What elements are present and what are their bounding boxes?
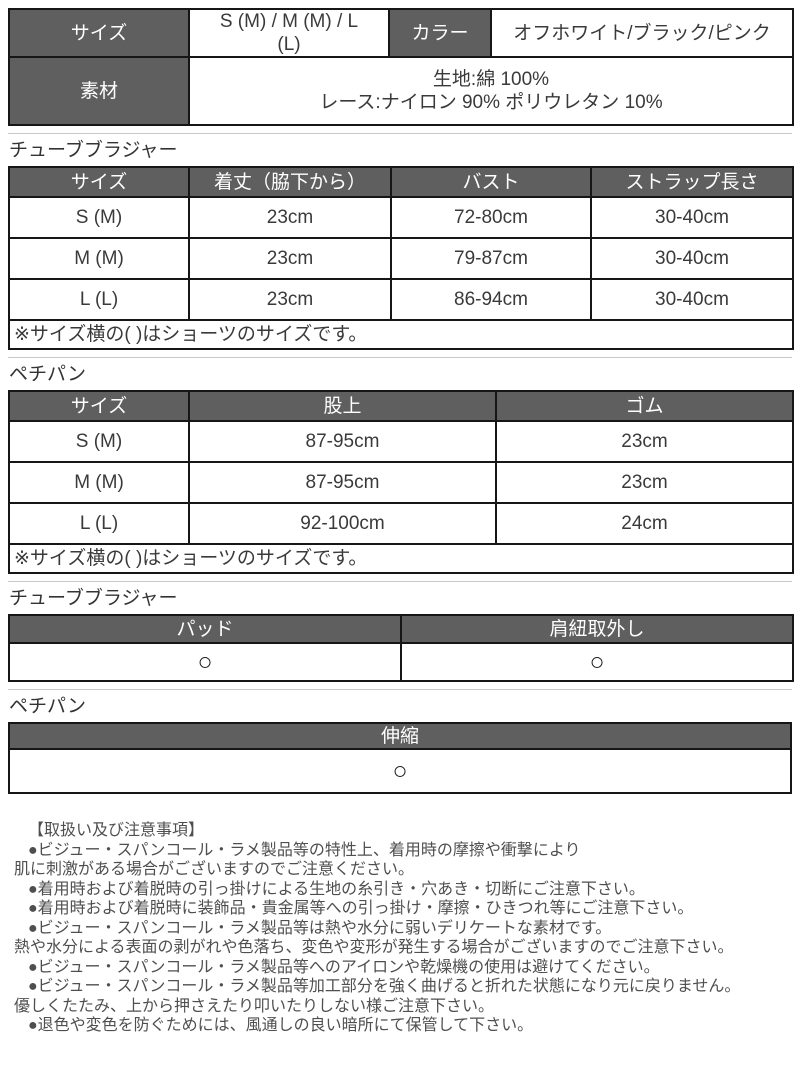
bust-cell: 72-80cm xyxy=(390,196,592,239)
note-line: ●ビジュー・スパンコール・ラメ製品等は熱や水分に弱いデリケートな素材です。 xyxy=(28,919,612,937)
table-row: M (M) 87-95cm 23cm xyxy=(8,461,794,504)
rise-cell: 92-100cm xyxy=(188,502,497,545)
note-line: ●着用時および着脱時に装飾品・貴金属等への引っ掛け・摩擦・ひきつれ等にご注意下さ… xyxy=(28,900,694,917)
stretch-header-row: 伸縮 xyxy=(8,722,792,750)
table-note-row: ※サイズ横の( )はショーツのサイズです。 xyxy=(8,319,794,350)
bra-feature-section: チューブブラジャー パッド 肩紐取外し ○ ○ xyxy=(8,581,794,682)
note-line: ●着用時および着脱時の引っ掛けによる生地の糸引き・穴あき・切断にご注意下さい。 xyxy=(28,880,645,898)
column-header-rise: 股上 xyxy=(188,390,497,422)
note-line: ●ビジュー・スパンコール・ラメ製品等加工部分を強く曲げると折れた状態になり元に戻… xyxy=(28,978,741,995)
material-label: 素材 xyxy=(8,56,190,126)
pants-size-section: ペチパン サイズ 股上 ゴム S (M) 87-95cm 23cm M (M) … xyxy=(8,357,794,574)
rise-cell: 87-95cm xyxy=(188,461,497,504)
size-value: S (M) / M (M) / L (L) xyxy=(188,8,390,58)
color-value: オフホワイト/ブラック/ピンク xyxy=(490,8,794,58)
pants-table-header-row: サイズ 股上 ゴム xyxy=(8,390,794,422)
column-header-size: サイズ xyxy=(8,166,190,198)
strap-cell: 30-40cm xyxy=(590,196,794,239)
note-line: 肌に刺激がある場合がございますのでご注意ください。 xyxy=(14,861,415,878)
stretch-value-row: ○ xyxy=(8,748,792,794)
bra-feature-header-row: パッド 肩紐取外し xyxy=(8,614,794,644)
info-material-row: 素材 生地:綿 100% レース:ナイロン 90% ポリウレタン 10% xyxy=(8,56,794,126)
bra-size-table: サイズ 着丈（脇下から） バスト ストラップ長さ S (M) 23cm 72-8… xyxy=(8,166,794,350)
pants-size-table: サイズ 股上 ゴム S (M) 87-95cm 23cm M (M) 87-95… xyxy=(8,390,794,574)
size-cell: M (M) xyxy=(8,237,190,280)
elastic-cell: 24cm xyxy=(495,502,794,545)
column-header-strap-removal: 肩紐取外し xyxy=(400,614,794,644)
notes-heading: 【取扱い及び注意事項】 xyxy=(28,822,205,839)
bra-size-section: チューブブラジャー サイズ 着丈（脇下から） バスト ストラップ長さ S (M)… xyxy=(8,133,794,350)
column-header-elastic: ゴム xyxy=(495,390,794,422)
note-line: 熱や水分による表面の剥がれや色落ち、変色や変形が発生する場合がございますのでご注… xyxy=(14,939,734,956)
table-row: L (L) 92-100cm 24cm xyxy=(8,502,794,545)
pants-feature-table: 伸縮 ○ xyxy=(8,722,792,794)
size-cell: L (L) xyxy=(8,502,190,545)
size-cell: M (M) xyxy=(8,461,190,504)
column-header-size: サイズ xyxy=(8,390,190,422)
elastic-cell: 23cm xyxy=(495,420,794,463)
table-note-row: ※サイズ横の( )はショーツのサイズです。 xyxy=(8,543,794,574)
section-title-bra: チューブブラジャー xyxy=(9,140,178,161)
info-spec-table: サイズ S (M) / M (M) / L (L) カラー オフホワイト/ブラッ… xyxy=(8,8,794,126)
pants-feature-section: ペチパン 伸縮 ○ xyxy=(8,689,792,794)
note-line: ●退色や変色を防ぐためには、風通しの良い暗所にて保管して下さい。 xyxy=(28,1017,534,1034)
bra-feature-value-row: ○ ○ xyxy=(8,642,794,682)
column-header-strap: ストラップ長さ xyxy=(590,166,794,198)
section-title-pants-features: ペチパン xyxy=(9,696,86,717)
size-cell: S (M) xyxy=(8,196,190,239)
strap-cell: 30-40cm xyxy=(590,278,794,321)
strap-cell: 30-40cm xyxy=(590,237,794,280)
bust-cell: 79-87cm xyxy=(390,237,592,280)
column-header-length: 着丈（脇下から） xyxy=(188,166,392,198)
table-row: S (M) 87-95cm 23cm xyxy=(8,420,794,463)
size-label: サイズ xyxy=(8,8,190,58)
elastic-cell: 23cm xyxy=(495,461,794,504)
size-note: ※サイズ横の( )はショーツのサイズです。 xyxy=(8,543,794,574)
column-header-stretch: 伸縮 xyxy=(8,722,792,750)
bra-table-header-row: サイズ 着丈（脇下から） バスト ストラップ長さ xyxy=(8,166,794,198)
size-cell: S (M) xyxy=(8,420,190,463)
size-cell: L (L) xyxy=(8,278,190,321)
table-row: M (M) 23cm 79-87cm 30-40cm xyxy=(8,237,794,280)
material-value: 生地:綿 100% レース:ナイロン 90% ポリウレタン 10% xyxy=(188,56,794,126)
length-cell: 23cm xyxy=(188,278,392,321)
length-cell: 23cm xyxy=(188,196,392,239)
section-title-pants: ペチパン xyxy=(9,364,86,385)
section-title-bra-features: チューブブラジャー xyxy=(9,588,178,609)
info-size-color-row: サイズ S (M) / M (M) / L (L) カラー オフホワイト/ブラッ… xyxy=(8,8,794,58)
product-spec-page: サイズ S (M) / M (M) / L (L) カラー オフホワイト/ブラッ… xyxy=(8,8,794,1036)
note-line: ●ビジュー・スパンコール・ラメ製品等へのアイロンや乾燥機の使用は避けてください。 xyxy=(28,958,660,976)
color-label: カラー xyxy=(388,8,492,58)
bra-feature-table: パッド 肩紐取外し ○ ○ xyxy=(8,614,794,682)
handling-notes: 【取扱い及び注意事項】 ●ビジュー・スパンコール・ラメ製品等の特性上、着用時の摩… xyxy=(8,821,792,1036)
table-row: L (L) 23cm 86-94cm 30-40cm xyxy=(8,278,794,321)
size-note: ※サイズ横の( )はショーツのサイズです。 xyxy=(8,319,794,350)
note-line: 優しくたたみ、上から押さえたり叩いたりしない様ご注意下さい。 xyxy=(14,997,495,1015)
strap-removal-circle-mark: ○ xyxy=(400,642,794,682)
table-row: S (M) 23cm 72-80cm 30-40cm xyxy=(8,196,794,239)
stretch-circle-mark: ○ xyxy=(8,748,792,794)
column-header-bust: バスト xyxy=(390,166,592,198)
column-header-pad: パッド xyxy=(8,614,402,644)
bust-cell: 86-94cm xyxy=(390,278,592,321)
rise-cell: 87-95cm xyxy=(188,420,497,463)
pad-circle-mark: ○ xyxy=(8,642,402,682)
note-line: ●ビジュー・スパンコール・ラメ製品等の特性上、着用時の摩擦や衝撃により xyxy=(28,841,581,859)
length-cell: 23cm xyxy=(188,237,392,280)
